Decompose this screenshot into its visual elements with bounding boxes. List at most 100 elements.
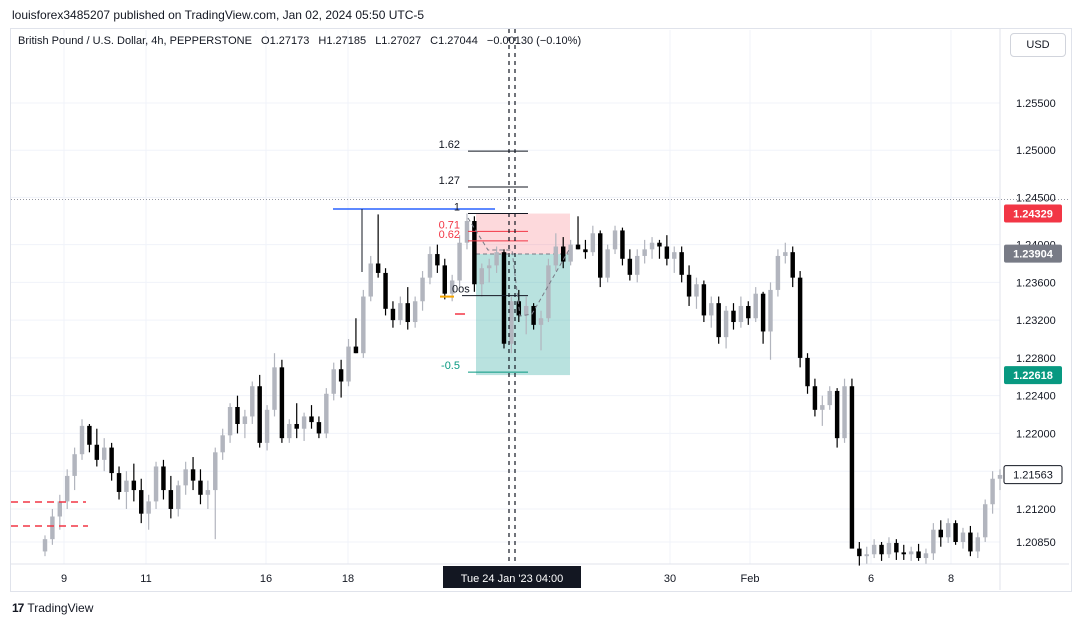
candle-body	[50, 516, 55, 540]
candle-body	[620, 230, 625, 259]
price-label: 1.23904	[1013, 249, 1054, 261]
candle	[294, 403, 299, 439]
candle-body	[509, 301, 514, 344]
candle-body	[938, 529, 943, 538]
publisher-header: louisforex3485207 published on TradingVi…	[12, 8, 425, 22]
price-label-box	[1003, 465, 1063, 485]
candle-body	[190, 469, 196, 481]
candle	[250, 381, 255, 424]
candle	[494, 246, 499, 273]
candle-body	[205, 490, 211, 495]
candle	[916, 543, 921, 561]
candle	[316, 416, 322, 439]
price-label-box	[1004, 366, 1062, 385]
candle-body	[146, 501, 151, 514]
candle	[849, 378, 855, 549]
candle-body	[368, 263, 373, 297]
candle-body	[79, 425, 85, 455]
candle-body	[575, 244, 581, 250]
candle	[746, 301, 751, 325]
candle	[679, 246, 684, 283]
candle-body	[398, 303, 403, 321]
candle	[435, 244, 440, 273]
time-axis-tick: 9	[61, 573, 67, 585]
candle-body	[664, 246, 670, 259]
candle-body	[642, 249, 647, 256]
candle	[709, 296, 714, 328]
candle-body	[657, 242, 662, 247]
candle	[642, 239, 647, 264]
candle-body	[405, 303, 410, 323]
candle-body	[546, 265, 551, 319]
candle	[257, 374, 262, 448]
currency-button[interactable]: USD	[1010, 33, 1066, 57]
candle-body	[635, 255, 640, 275]
candle	[760, 291, 766, 344]
candle	[805, 353, 810, 394]
crosshair-time-box	[443, 566, 581, 588]
candle	[923, 548, 929, 564]
projection-path	[467, 217, 571, 317]
candle-body	[235, 406, 240, 424]
candle-body	[420, 277, 425, 302]
price-axis-tick: 1.23600	[1016, 277, 1056, 289]
symbol-legend: British Pound / U.S. Dollar, 4h, PEPPERS…	[18, 35, 587, 47]
candle	[723, 305, 729, 349]
price-axis-tick: 1.24500	[1016, 192, 1056, 204]
footer-brand: 17 TradingView	[12, 601, 93, 615]
candle-body	[501, 252, 507, 344]
candle-body	[583, 249, 588, 253]
candle-body	[649, 242, 655, 250]
candle-body	[523, 305, 529, 316]
candle-body	[457, 242, 462, 281]
candle-body	[805, 357, 810, 387]
candle-body	[827, 390, 832, 406]
candle	[346, 339, 351, 387]
candle	[509, 296, 514, 354]
candle-body	[176, 485, 181, 509]
candle	[864, 546, 869, 564]
candle	[486, 258, 492, 283]
price-axis-tick: 1.22800	[1016, 353, 1056, 365]
candle	[997, 469, 1003, 491]
candle-body	[153, 466, 159, 502]
legend-symbol[interactable]: British Pound / U.S. Dollar, 4h, PEPPERS…	[18, 35, 252, 47]
candle	[79, 419, 85, 460]
candle	[287, 419, 292, 443]
candle-body	[412, 301, 418, 323]
candle-body	[590, 233, 596, 253]
candle-body	[834, 390, 840, 439]
candle	[420, 271, 425, 311]
candle-body	[124, 480, 129, 492]
candle-body	[294, 423, 299, 429]
candle	[72, 447, 77, 491]
candle	[635, 249, 640, 283]
candle	[324, 388, 329, 439]
candle	[975, 532, 981, 559]
candle-body	[598, 233, 603, 278]
candle-body	[250, 386, 255, 417]
candle-body	[338, 369, 344, 382]
price-axis-tick: 1.23200	[1016, 315, 1056, 327]
fib-level-label: 0.71	[439, 219, 460, 231]
time-axis-tick: 18	[342, 573, 354, 585]
take-profit-zone	[476, 254, 570, 376]
candle	[146, 494, 151, 530]
candle-body	[812, 386, 818, 410]
candle	[94, 428, 100, 467]
candle-body	[109, 447, 114, 474]
candle-body	[553, 246, 559, 266]
candle	[375, 214, 381, 278]
candle	[738, 296, 744, 328]
candle-body	[538, 318, 544, 325]
candle-body	[479, 268, 485, 285]
candle-body	[316, 422, 322, 434]
candle-body	[72, 454, 77, 476]
candle	[605, 244, 610, 283]
candle-body	[331, 369, 336, 394]
candle	[161, 459, 166, 500]
candle	[87, 423, 92, 453]
candle	[686, 265, 692, 306]
candle	[168, 475, 174, 519]
